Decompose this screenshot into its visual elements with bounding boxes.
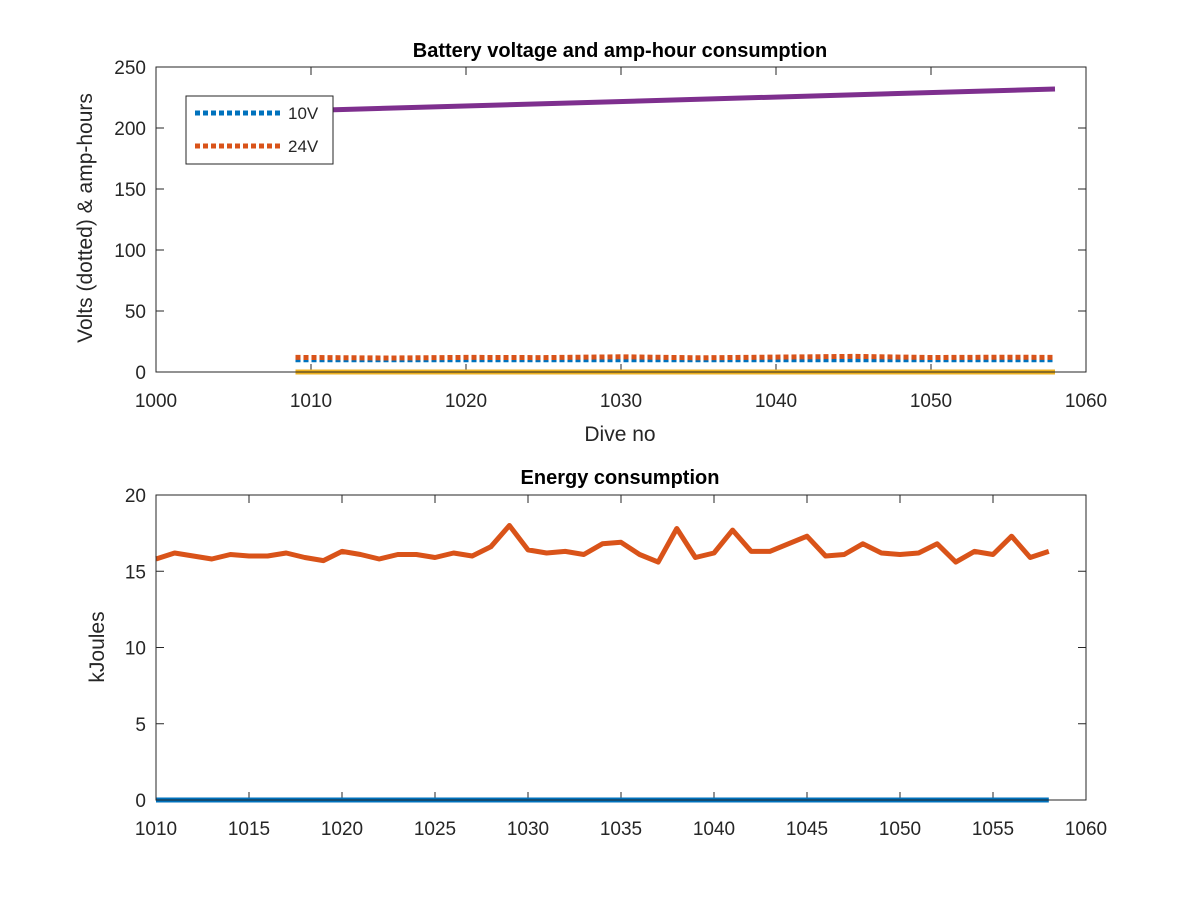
y-tick-label: 10 (125, 639, 146, 660)
x-tick-label: 1040 (693, 819, 735, 840)
axes-box (155, 494, 1087, 801)
y-axis-label: Volts (dotted) & amp-hours (74, 93, 97, 343)
x-tick-label: 1025 (414, 819, 456, 840)
y-tick-label: 150 (114, 180, 146, 201)
chart-battery-voltage: Battery voltage and amp-hour consumption… (74, 40, 1107, 446)
y-tick-label: 0 (135, 791, 146, 812)
axes-box (155, 66, 1087, 373)
x-tick-label: 1060 (1065, 819, 1107, 840)
y-tick-label: 5 (135, 715, 146, 736)
x-tick-label: 1055 (972, 819, 1014, 840)
legend-label-10v: 10V (288, 104, 319, 123)
x-tick-label: 1020 (445, 391, 487, 412)
y-tick-label: 200 (114, 119, 146, 140)
y-tick-label: 20 (125, 486, 146, 507)
x-tick-label: 1035 (600, 819, 642, 840)
x-tick-label: 1010 (290, 391, 332, 412)
y-axis-label: kJoules (86, 611, 109, 682)
x-tick-label: 1010 (135, 819, 177, 840)
chart-energy-consumption: Energy consumption kJoules 1010 1015 1020 1… (86, 467, 1107, 840)
x-tick-label: 1020 (321, 819, 363, 840)
chart-title: Energy consumption (521, 467, 720, 489)
x-tick-label: 1060 (1065, 391, 1107, 412)
legend-label-24v: 24V (288, 137, 319, 156)
legend: 10V 24V (185, 95, 334, 165)
y-tick-label: 50 (125, 302, 146, 323)
series-line-series-2 (155, 523, 1050, 565)
y-tick-label: 0 (135, 363, 146, 384)
x-axis-label: Dive no (584, 423, 655, 446)
x-tick-label: 1000 (135, 391, 177, 412)
x-tick-label: 1045 (786, 819, 828, 840)
axis-ticks: 1010 1015 1020 1025 1030 1035 1040 1045 1050 1055… (125, 486, 1107, 840)
series-line-24v (295, 353, 1056, 361)
y-tick-label: 250 (114, 58, 146, 79)
x-tick-label: 1040 (755, 391, 797, 412)
x-tick-label: 1015 (228, 819, 270, 840)
y-tick-label: 15 (125, 562, 146, 583)
x-tick-label: 1050 (910, 391, 952, 412)
x-tick-label: 1030 (600, 391, 642, 412)
legend-box (185, 95, 334, 165)
axis-ticks: 1000 1010 1020 1030 1040 1050 1060 0 50 100 150 200… (114, 58, 1107, 412)
series-line-series-4 (295, 86, 1056, 114)
x-tick-label: 1050 (879, 819, 921, 840)
chart-title: Battery voltage and amp-hour consumption (413, 40, 827, 62)
x-tick-label: 1030 (507, 819, 549, 840)
y-tick-label: 100 (114, 241, 146, 262)
